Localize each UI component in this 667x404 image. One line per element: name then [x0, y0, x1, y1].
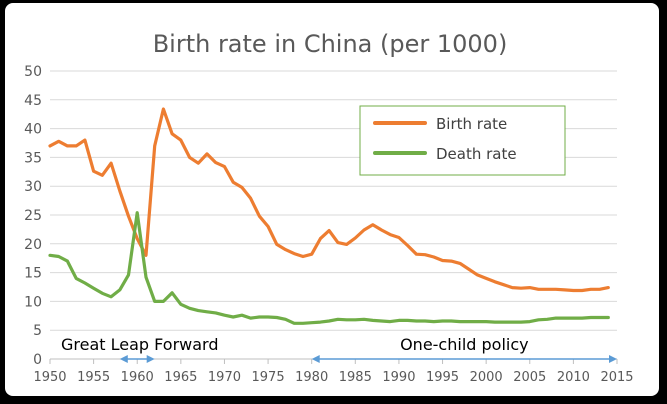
x-tick-label: 1990 — [382, 370, 415, 385]
series-lines — [48, 107, 610, 325]
birth-rate-chart: Birth rate in China (per 1000) 0 5 10 15 20 2… — [24, 30, 633, 385]
x-tick-label: 1980 — [295, 370, 328, 385]
annotation-arrowhead-left — [311, 355, 320, 363]
x-tick-label: 2015 — [600, 370, 633, 385]
annotation-label: One-child policy — [400, 335, 529, 354]
x-tick-label: 1960 — [121, 370, 154, 385]
x-tick-label: 2005 — [513, 370, 546, 385]
y-tick-label: 20 — [24, 237, 42, 253]
chart-frame: Birth rate in China (per 1000) 0 5 10 15 20 2… — [5, 3, 659, 396]
x-tick-label: 1950 — [33, 370, 66, 385]
annotation-arrowhead-left — [119, 355, 128, 363]
y-tick-label: 45 — [24, 93, 42, 109]
y-tick-label: 50 — [24, 64, 42, 80]
annotations: Great Leap Forward One-child policy — [61, 335, 617, 363]
x-tick-label: 1995 — [426, 370, 459, 385]
annotation-arrowhead-right — [609, 355, 617, 363]
legend: Birth rate Death rate — [359, 105, 566, 176]
chart-title: Birth rate in China (per 1000) — [153, 30, 508, 58]
y-tick-label: 40 — [24, 122, 42, 138]
legend-label-birth-rate: Birth rate — [436, 115, 507, 133]
x-tick-label: 1970 — [208, 370, 241, 385]
x-tick-label: 1955 — [77, 370, 110, 385]
y-tick-label: 10 — [24, 294, 42, 310]
gridlines — [50, 70, 617, 360]
annotation-label: Great Leap Forward — [61, 335, 219, 354]
y-tick-label: 5 — [33, 323, 42, 339]
annotation-arrowhead-right — [146, 355, 155, 363]
axes: 0 5 10 15 20 25 30 35 40 45 50 1950 1955 1960 1965 1970… — [24, 64, 633, 385]
series-line-death-rate — [48, 211, 610, 325]
y-tick-label: 30 — [24, 179, 42, 195]
x-tick-label: 2000 — [470, 370, 503, 385]
x-tick-label: 2010 — [557, 370, 590, 385]
legend-label-death-rate: Death rate — [436, 145, 517, 163]
y-tick-label: 35 — [24, 150, 42, 166]
y-tick-label: 15 — [24, 266, 42, 282]
x-tick-label: 1965 — [164, 370, 197, 385]
x-tick-label: 1975 — [252, 370, 285, 385]
x-tick-label: 1985 — [339, 370, 372, 385]
legend-box — [359, 105, 566, 176]
y-tick-label: 0 — [33, 352, 42, 368]
y-tick-label: 25 — [24, 208, 42, 224]
